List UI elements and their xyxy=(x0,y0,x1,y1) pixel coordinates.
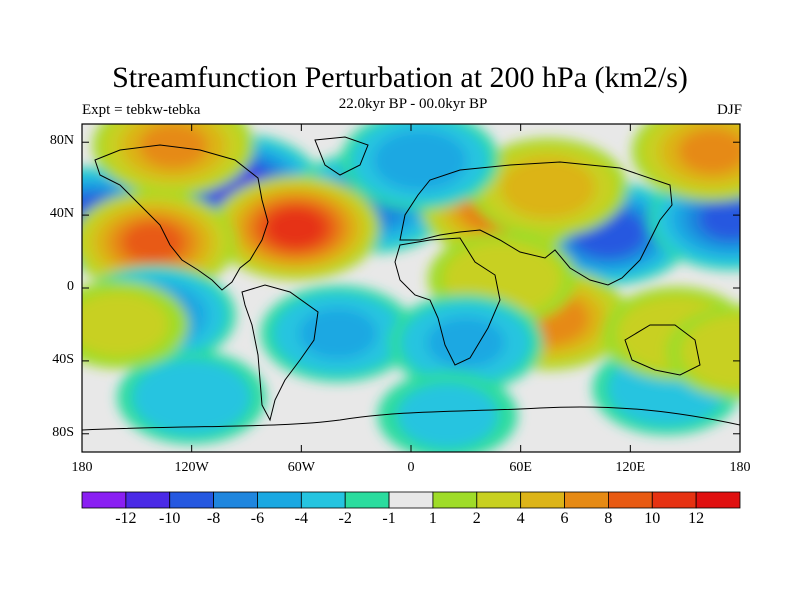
season-label: DJF xyxy=(716,102,742,118)
anomaly-contour-4-4 xyxy=(699,198,740,240)
colorbar-label-8: 2 xyxy=(472,510,481,527)
streamfunction-field xyxy=(82,124,740,452)
colorbar-swatch-5 xyxy=(300,491,346,509)
coastline-eurasia xyxy=(399,161,673,286)
anomaly-contour-10-3 xyxy=(678,128,740,174)
lon-label-1: 120W xyxy=(174,460,209,475)
lat-label-1: 40N xyxy=(49,206,74,222)
colorbar-label-9: 4 xyxy=(516,510,525,527)
colorbar-label-11: 8 xyxy=(604,510,613,527)
colorbar-swatch-4 xyxy=(257,491,302,509)
coastline-australia xyxy=(624,324,701,376)
colorbar-label-12: 10 xyxy=(644,510,661,527)
colorbar-swatch-6 xyxy=(344,491,390,509)
anomaly-contour-16-2 xyxy=(426,317,505,369)
lon-label-0: 180 xyxy=(71,460,93,475)
colorbar-swatch-1 xyxy=(125,491,171,509)
colorbar-label-6: -1 xyxy=(382,510,396,527)
map-title: Streamfunction Perturbation at 200 hPa (… xyxy=(112,61,688,94)
time-period-label: 22.0kyr BP - 00.0kyr BP xyxy=(338,96,488,112)
colorbar-swatch-0 xyxy=(81,491,127,509)
anomaly-contour-17-1 xyxy=(132,360,251,435)
colorbar-label-10: 6 xyxy=(560,510,569,527)
colorbar-swatch-14 xyxy=(695,491,741,509)
colorbar-label-3: -6 xyxy=(250,510,265,527)
coastlines xyxy=(82,136,740,431)
lon-label-6: 180 xyxy=(729,460,751,475)
anomaly-contour-5-5 xyxy=(266,208,325,248)
coastline-antarctica xyxy=(82,406,740,431)
colorbar-swatch-8 xyxy=(432,491,478,509)
coastline-africa xyxy=(394,237,501,366)
lon-label-4: 60E xyxy=(509,460,532,475)
colorbar-label-13: 12 xyxy=(688,510,705,527)
lat-label-4: 80S xyxy=(52,424,74,440)
lat-label-2: 0 xyxy=(67,279,74,294)
map-ticks xyxy=(81,124,741,452)
colorbar-label-0: -12 xyxy=(115,510,137,527)
colorbar-label-4: -4 xyxy=(294,510,308,527)
anomaly-contour-18-1 xyxy=(397,383,498,448)
colorbar-label-1: -10 xyxy=(159,510,181,527)
lon-label-2: 60W xyxy=(287,460,315,475)
colorbar-swatch-7 xyxy=(388,491,434,509)
experiment-label: Expt = tebkw-tebka xyxy=(82,102,201,118)
anomaly-contour-15-2 xyxy=(298,308,377,360)
anomaly-contour-22-1 xyxy=(681,314,740,390)
lon-label-5: 120E xyxy=(615,460,646,475)
colorbar-swatch-2 xyxy=(169,491,215,509)
colorbar-label-5: -2 xyxy=(338,510,352,527)
colorbar-swatch-3 xyxy=(213,491,258,509)
anomaly-contour-6-4 xyxy=(122,221,185,264)
colorbar-swatch-11 xyxy=(564,491,609,509)
coastline-south-america xyxy=(241,284,319,422)
anomaly-contour-13-2 xyxy=(373,130,468,191)
anomaly-contour-9-3 xyxy=(139,124,208,169)
colorbar-label-2: -8 xyxy=(206,510,221,527)
colorbar xyxy=(81,491,741,509)
colorbar-label-7: 1 xyxy=(428,510,437,527)
anomaly-contour-8-2 xyxy=(501,157,596,218)
lon-label-3: 0 xyxy=(407,460,415,475)
colorbar-swatch-10 xyxy=(520,491,565,509)
coastline-greenland xyxy=(314,136,369,176)
coastline-north-america xyxy=(94,144,269,291)
colorbar-swatch-9 xyxy=(476,491,522,509)
colorbar-swatch-13 xyxy=(651,491,697,509)
colorbar-swatch-12 xyxy=(608,491,653,509)
lat-label-3: 40S xyxy=(52,351,74,367)
anomaly-contour-20-1 xyxy=(82,292,169,357)
lat-label-0: 80N xyxy=(49,133,74,149)
